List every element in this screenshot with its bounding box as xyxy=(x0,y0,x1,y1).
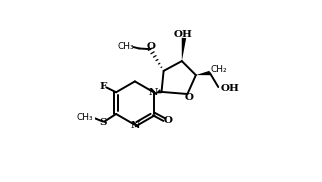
Text: O: O xyxy=(147,42,156,51)
Polygon shape xyxy=(196,71,210,75)
Text: OH: OH xyxy=(174,29,193,39)
Text: O: O xyxy=(185,93,193,102)
Text: O: O xyxy=(163,116,172,125)
Text: N: N xyxy=(149,88,158,97)
Polygon shape xyxy=(182,38,186,61)
Text: F: F xyxy=(99,82,107,91)
Text: OH: OH xyxy=(220,84,239,93)
Text: CH₃: CH₃ xyxy=(77,113,93,122)
Polygon shape xyxy=(156,89,162,93)
Text: N: N xyxy=(130,121,140,130)
Text: S: S xyxy=(99,118,107,127)
Text: CH₃: CH₃ xyxy=(118,42,134,51)
Text: CH₂: CH₂ xyxy=(211,65,227,74)
